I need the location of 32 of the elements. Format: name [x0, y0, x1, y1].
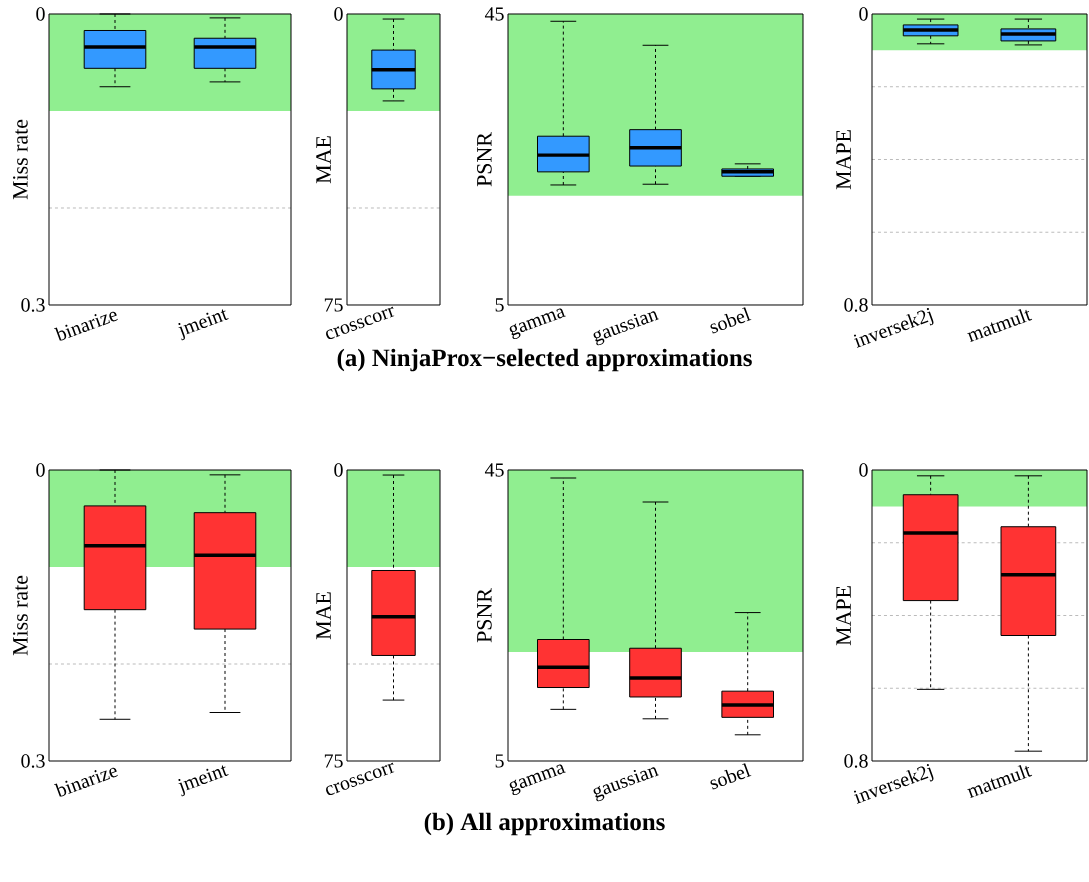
y-tick-label: 0.3: [21, 754, 45, 768]
text: (b) All approximations: [424, 812, 665, 836]
y-axis-title: Miss rate: [13, 119, 28, 200]
x-tick-label: matmult: [967, 309, 1033, 343]
y-tick-label: 5: [495, 298, 504, 312]
y-axis-title: MAPE: [836, 586, 851, 646]
y-tick-label: 0: [859, 7, 868, 21]
y-axis-title: PSNR: [476, 588, 492, 643]
y-tick-label: 0.3: [21, 298, 45, 312]
x-tick-label: sobel: [710, 307, 752, 334]
y-tick-label: 0: [36, 7, 45, 21]
y-axis-title: MAE: [316, 136, 331, 184]
x-tick-label: binarize: [53, 311, 118, 341]
y-axis-title: MAPE: [836, 130, 851, 190]
y-tick-label: 0: [334, 463, 343, 477]
y-axis-title: Miss rate: [13, 575, 28, 656]
y-tick-label: 0: [859, 463, 868, 477]
x-tick-label: jmeint: [178, 765, 229, 797]
x-tick-label: gamma: [509, 764, 566, 796]
x-tick-label: jmeint: [178, 309, 229, 341]
x-tick-label: gamma: [509, 308, 566, 340]
y-tick-label: 5: [495, 754, 504, 768]
y-tick-label: 45: [484, 463, 504, 477]
x-tick-label: binarize: [53, 767, 118, 797]
y-tick-label: 0: [36, 463, 45, 477]
y-axis-title: PSNR: [476, 132, 492, 187]
y-tick-label: 0: [334, 7, 343, 21]
x-tick-label: matmult: [967, 765, 1033, 799]
y-axis-title: MAE: [316, 592, 331, 640]
text: (a) NinjaProx−selected approximations: [337, 348, 752, 372]
y-tick-label: 45: [484, 7, 504, 21]
x-tick-label: sobel: [710, 763, 752, 790]
